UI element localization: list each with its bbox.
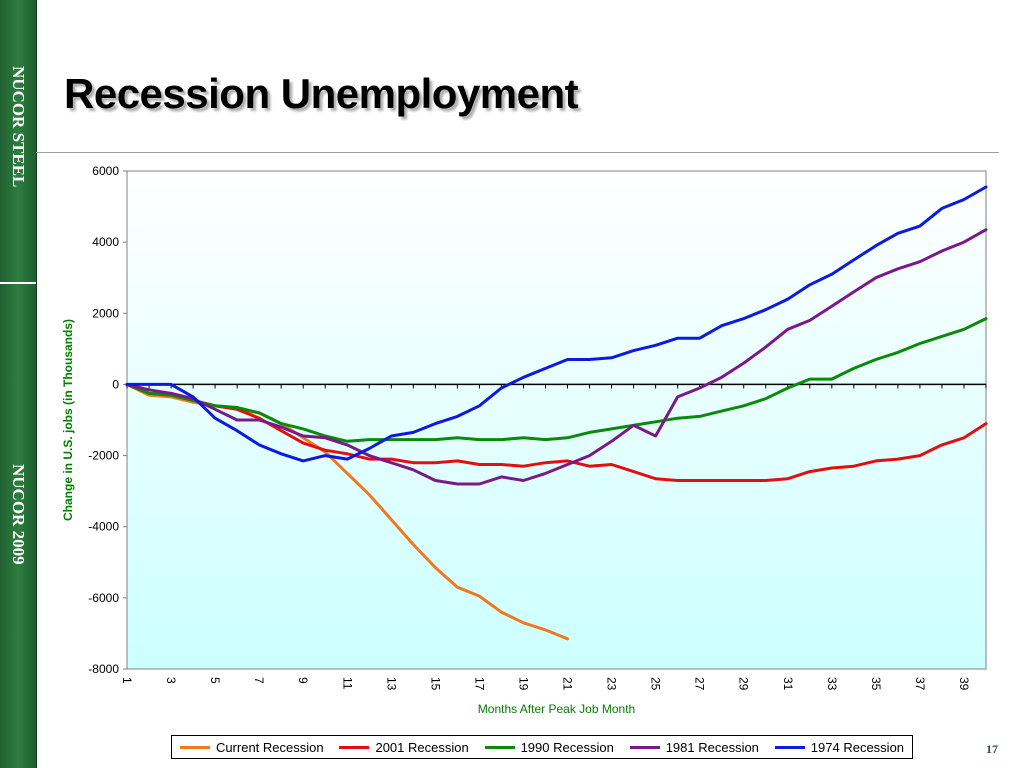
x-tick-label: 33	[825, 677, 839, 691]
series-line-1974-recession	[125, 185, 988, 463]
legend-swatch	[774, 745, 805, 749]
y-tick-label: 4000	[92, 235, 119, 249]
legend-item: Current Recession	[179, 739, 324, 755]
y-tick-label: -4000	[88, 520, 119, 534]
legend-label: Current Recession	[215, 739, 324, 755]
legend-swatch	[629, 745, 660, 749]
x-tick-label: 13	[384, 677, 398, 691]
legend-item: 1990 Recession	[484, 739, 614, 755]
y-tick-label: -2000	[88, 449, 119, 463]
y-tick-label: 6000	[92, 164, 119, 178]
x-tick-label: 37	[913, 677, 927, 691]
legend-label: 2001 Recession	[375, 739, 469, 755]
legend-label: 1990 Recession	[520, 739, 614, 755]
plot-area	[126, 170, 987, 670]
x-tick-label: 9	[296, 677, 310, 684]
x-tick-label: 3	[164, 677, 178, 684]
y-tick-label: -8000	[88, 662, 119, 676]
chart-legend: Current Recession 2001 Recession 1990 Rece…	[171, 735, 913, 759]
sidebar-year-label: NUCOR 2009	[9, 464, 28, 565]
page-number: 17	[986, 742, 998, 756]
x-tick-label: 21	[561, 677, 575, 691]
legend-item: 2001 Recession	[339, 739, 469, 755]
x-tick-label: 5	[208, 677, 222, 684]
x-tick-label: 23	[605, 677, 619, 691]
y-axis: 6000 4000 2000 0 -2000 -4000 -6000 -8000	[88, 164, 127, 676]
y-tick-label: 0	[112, 377, 119, 391]
sidebar: NUCOR STEEL NUCOR 2009	[0, 0, 37, 768]
legend-label: 1981 Recession	[665, 739, 759, 755]
legend-item: 1974 Recession	[774, 739, 905, 755]
x-tick-label: 39	[957, 677, 971, 691]
y-tick-label: -6000	[88, 591, 119, 605]
y-tick-label: 2000	[92, 306, 119, 320]
x-tick-label: 29	[737, 677, 751, 691]
legend-swatch	[484, 745, 515, 749]
series-line-1981-recession	[125, 228, 988, 486]
legend-label: 1974 Recession	[810, 739, 905, 755]
legend-swatch	[339, 745, 370, 749]
sidebar-divider	[0, 282, 36, 284]
x-tick-label: 25	[649, 677, 663, 691]
x-tick-label: 19	[516, 677, 530, 691]
legend-item: 1981 Recession	[629, 739, 759, 755]
x-tick-label: 35	[869, 677, 883, 691]
x-axis-label: Months After Peak Job Month	[478, 702, 635, 716]
series-group	[125, 185, 988, 641]
x-tick-label: 1	[120, 677, 134, 684]
series-line-1990-recession	[125, 317, 988, 443]
x-tick-label: 7	[252, 677, 266, 684]
x-tick-label: 11	[340, 677, 354, 690]
x-tick-label: 17	[472, 677, 486, 691]
x-tick-label: 15	[428, 677, 442, 691]
legend-swatch	[179, 745, 210, 749]
y-axis-label: Change in U.S. jobs (in Thousands)	[61, 319, 75, 521]
title-divider	[36, 152, 999, 153]
x-tick-label: 27	[693, 677, 707, 691]
page-title: Recession Unemployment	[64, 70, 579, 117]
sidebar-brand-label: NUCOR STEEL	[9, 66, 28, 188]
x-tick-label: 31	[781, 677, 795, 691]
